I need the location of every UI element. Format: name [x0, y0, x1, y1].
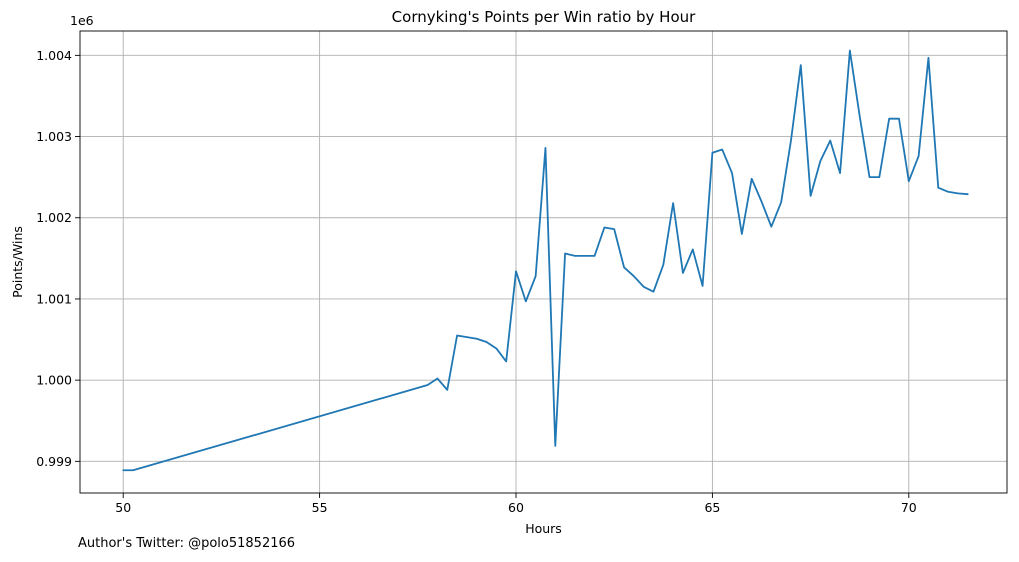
x-axis-label: Hours — [525, 521, 562, 536]
y-axis-offset-label: 1e6 — [70, 13, 94, 28]
series-line — [122, 49, 969, 472]
y-axis-label: Points/Wins — [10, 226, 25, 298]
y-tick-label: 1.002 — [36, 210, 72, 225]
y-tick-label: 1.004 — [36, 48, 72, 63]
x-tick-label: 50 — [115, 500, 131, 515]
y-tick-label: 1.000 — [36, 373, 72, 388]
author-footnote: Author's Twitter: @polo51852166 — [78, 536, 296, 551]
y-tick-label: 0.999 — [36, 454, 72, 469]
chart-title: Cornyking's Points per Win ratio by Hour — [392, 8, 696, 26]
series-layer — [122, 49, 969, 472]
x-tick-label: 70 — [901, 500, 917, 515]
axes: 50 55 60 65 70 0.999 1.000 1.001 1.002 1.003 1.004 — [36, 30, 1008, 515]
y-tick-label: 1.001 — [36, 291, 72, 306]
x-tick-label: 60 — [508, 500, 524, 515]
plot-frame — [79, 30, 1008, 494]
grid — [80, 31, 1007, 493]
x-tick-label: 65 — [704, 500, 720, 515]
y-tick-label: 1.003 — [36, 129, 72, 144]
x-tick-label: 55 — [312, 500, 328, 515]
